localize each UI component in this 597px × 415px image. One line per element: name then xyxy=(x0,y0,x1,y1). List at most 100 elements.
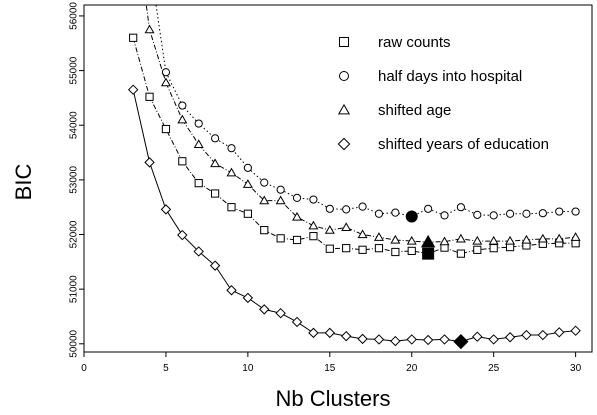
data-point-circle xyxy=(505,209,515,218)
data-point-triangle xyxy=(259,195,270,205)
data-point-circle xyxy=(210,134,220,143)
data-point-triangle xyxy=(537,233,548,243)
data-point-triangle xyxy=(275,195,286,205)
data-point-diamond xyxy=(160,204,172,215)
series-square xyxy=(129,33,580,260)
data-point-circle xyxy=(424,204,433,213)
legend: raw counts half days into hospital shifted… xyxy=(337,34,549,153)
legend-label-square: raw counts xyxy=(378,34,451,51)
data-point-circle xyxy=(161,68,171,77)
data-point-triangle xyxy=(406,235,417,245)
data-point-triangle xyxy=(505,235,516,245)
data-point-circle xyxy=(342,205,351,214)
data-point-diamond xyxy=(488,334,499,345)
x-axis-title: Nb Clusters xyxy=(276,386,391,411)
data-point-diamond xyxy=(144,157,155,168)
data-point-circle xyxy=(260,178,269,187)
data-point-diamond xyxy=(406,334,417,345)
data-point-circle xyxy=(243,163,252,172)
data-point-circle xyxy=(276,185,285,194)
data-point-diamond xyxy=(357,333,368,345)
data-point-square xyxy=(227,203,236,212)
data-point-circle xyxy=(292,193,302,202)
data-point-circle xyxy=(538,209,547,218)
data-point-diamond xyxy=(177,229,188,241)
data-point-square xyxy=(473,245,482,254)
legend-marker-diamond xyxy=(337,137,351,151)
data-point-triangle xyxy=(455,233,466,243)
data-point-square xyxy=(407,246,416,256)
data-point-square xyxy=(178,157,187,166)
data-point-triangle xyxy=(357,229,368,239)
data-point-square xyxy=(145,92,154,101)
data-point-square xyxy=(456,249,466,258)
series-layer xyxy=(127,5,581,350)
data-point-square xyxy=(161,124,171,134)
data-point-square xyxy=(391,247,400,257)
data-point-diamond xyxy=(291,316,303,328)
data-point-circle xyxy=(489,211,498,220)
data-point-circle xyxy=(522,209,531,218)
data-point-square xyxy=(358,245,367,254)
data-point-circle xyxy=(325,204,334,213)
data-point-circle xyxy=(555,207,564,216)
data-point-diamond xyxy=(390,335,401,347)
data-point-circle xyxy=(178,101,187,110)
data-point-triangle xyxy=(570,232,581,241)
data-point-triangle xyxy=(439,236,450,246)
legend-label-diamond: shifted years of education xyxy=(378,136,549,153)
axes: 0 5 10 15 20 25 30 50000 51000 52000 53000 54000 550… xyxy=(69,2,593,374)
y-tick-label: 55000 xyxy=(69,56,80,84)
data-point-circle xyxy=(358,202,367,211)
x-tick-label: 15 xyxy=(324,363,336,374)
data-point-diamond xyxy=(422,334,434,346)
data-point-diamond xyxy=(373,334,385,345)
data-point-circle xyxy=(571,207,580,216)
data-point-diamond xyxy=(308,327,319,339)
data-point-square xyxy=(129,33,138,42)
legend-marker-circle xyxy=(339,71,349,81)
data-point-triangle xyxy=(308,220,319,230)
highlight-point-diamond xyxy=(453,334,469,350)
data-point-triangle xyxy=(177,114,188,124)
data-point-triangle xyxy=(324,224,335,234)
data-point-square xyxy=(243,209,252,218)
legend-label-circle: half days into hospital xyxy=(378,68,522,85)
data-point-square xyxy=(342,244,351,253)
data-point-square xyxy=(260,226,269,235)
legend-marker-square xyxy=(339,37,349,47)
x-tick-label: 10 xyxy=(242,363,254,374)
data-point-square xyxy=(374,244,384,253)
data-point-triangle xyxy=(210,158,221,168)
data-point-diamond xyxy=(570,325,581,336)
series-line-square xyxy=(132,37,576,255)
legend-marker-triangle xyxy=(337,103,351,115)
data-point-triangle xyxy=(488,235,499,245)
data-point-diamond xyxy=(242,292,254,304)
y-tick-label: 54000 xyxy=(69,111,80,139)
data-point-circle xyxy=(391,208,400,217)
data-point-diamond xyxy=(209,260,221,271)
data-point-diamond xyxy=(504,332,516,343)
series-line-circle xyxy=(155,5,576,218)
y-tick-label: 53000 xyxy=(69,166,80,194)
x-tick-label: 30 xyxy=(570,363,582,374)
y-tick-label: 50000 xyxy=(69,329,80,357)
data-point-diamond xyxy=(324,327,336,339)
highlight-point-square xyxy=(422,247,435,260)
x-tick-label: 5 xyxy=(163,363,169,374)
data-point-diamond xyxy=(472,331,483,342)
data-point-diamond xyxy=(275,307,286,319)
series-line-diamond xyxy=(132,89,576,343)
y-axis-title: BIC xyxy=(11,164,36,201)
legend-label-triangle: shifted age xyxy=(378,102,451,119)
data-point-circle xyxy=(440,211,449,220)
highlight-point-circle xyxy=(405,210,418,223)
x-tick-label: 0 xyxy=(81,363,87,374)
data-point-triangle xyxy=(472,235,483,245)
data-point-circle xyxy=(194,119,203,128)
data-point-square xyxy=(210,189,220,198)
series-diamond xyxy=(127,84,581,350)
data-point-circle xyxy=(374,209,384,218)
